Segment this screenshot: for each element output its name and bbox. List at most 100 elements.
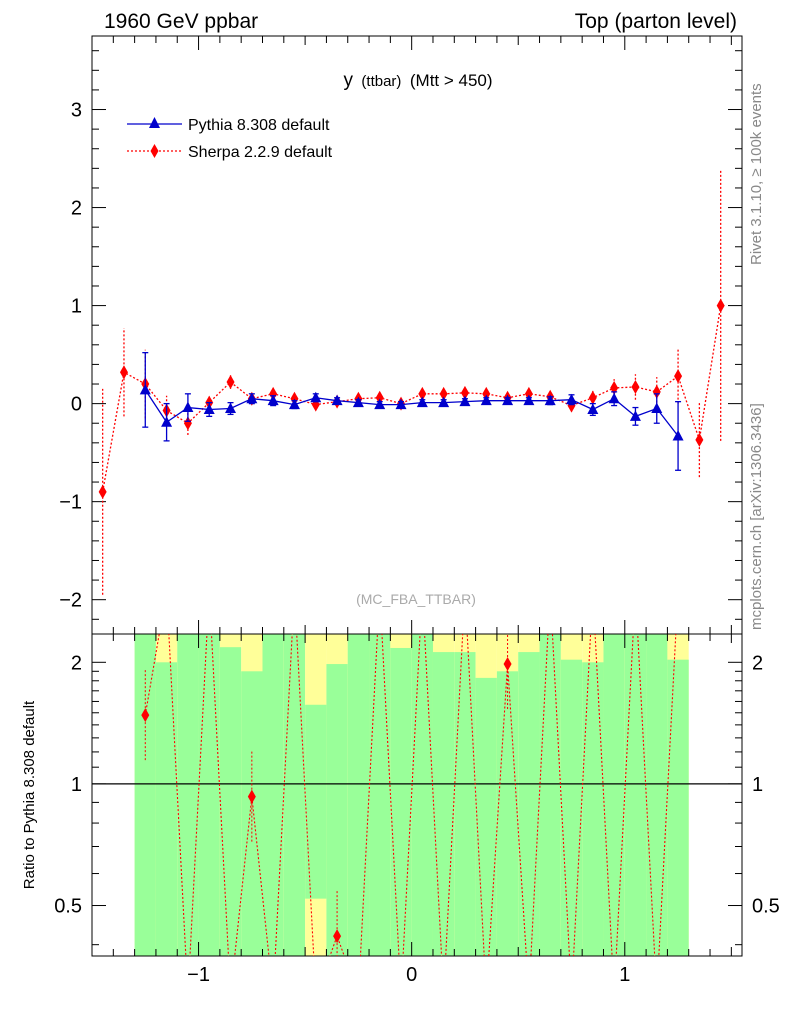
point-pythia — [416, 396, 428, 408]
legend-entry-pythia: Pythia 8.308 default — [127, 117, 330, 134]
main-ytick-label: −2 — [59, 590, 82, 612]
ratio-point-sherpa — [503, 657, 512, 672]
main-ytick-label: 0 — [71, 394, 82, 416]
legend-marker-diamond — [150, 144, 159, 158]
ratio-point-sherpa — [141, 708, 150, 723]
ratio-ylabel: Ratio to Pythia 8.308 default — [21, 700, 38, 889]
point-pythia — [480, 394, 492, 406]
point-pythia — [502, 394, 514, 406]
ratio-band-green — [198, 634, 220, 956]
ratio-point-sherpa — [247, 789, 256, 804]
xtick-label: −1 — [187, 964, 210, 986]
point-sherpa — [119, 365, 128, 380]
point-sherpa — [695, 432, 704, 447]
point-sherpa — [439, 386, 448, 401]
main-ytick-label: 2 — [71, 198, 82, 220]
point-pythia — [288, 398, 300, 410]
ratio-band-green — [390, 647, 412, 956]
point-pythia — [651, 402, 663, 414]
main-axes: −2 −1 0 1 2 3 — [59, 50, 742, 620]
point-sherpa — [674, 369, 683, 384]
main-ytick-label: −1 — [59, 492, 82, 514]
ratio-band-green — [219, 647, 242, 956]
rivet-label: Rivet 3.1.10, ≥ 100k events — [748, 83, 765, 265]
ratio-frame-rect — [91, 633, 743, 957]
ratio-band-green — [411, 634, 433, 956]
series-layer — [98, 170, 725, 595]
point-pythia — [608, 392, 620, 404]
ratio-ytick-label: 0.5 — [54, 896, 82, 918]
ratio-ytick-label: 1 — [71, 774, 82, 796]
main-ytick-label: 3 — [71, 100, 82, 122]
point-sherpa — [631, 379, 640, 394]
ratio-band-green — [454, 652, 476, 956]
point-pythia — [352, 396, 364, 408]
point-pythia — [523, 394, 535, 406]
point-sherpa — [269, 386, 278, 401]
x-axis: −1 0 1 — [91, 36, 732, 986]
ratio-ytick-label-right: 1 — [752, 774, 763, 796]
point-pythia — [395, 398, 407, 410]
point-pythia — [203, 403, 215, 415]
series-pythia — [139, 351, 684, 471]
point-pythia — [182, 401, 194, 413]
point-pythia — [629, 410, 641, 421]
ratio-band-green — [241, 671, 263, 956]
ratio-ytick-label-right: 2 — [752, 652, 763, 674]
point-pythia — [246, 392, 258, 404]
ratio-axes: 0.5 0.5 1 1 2 2 — [54, 652, 780, 946]
ratio-band-green — [624, 634, 647, 956]
ratio-band-green — [177, 634, 199, 956]
ratio-band-green — [305, 704, 327, 899]
ratio-band-green — [539, 634, 561, 956]
point-sherpa — [588, 390, 597, 405]
ratio-band-green — [603, 634, 625, 956]
point-sherpa — [652, 384, 661, 399]
ratio-band-green — [347, 634, 370, 956]
point-pythia — [331, 394, 343, 406]
ratio-band-green — [667, 659, 689, 956]
ratio-series-line — [144, 634, 677, 956]
title-small: (ttbar) — [361, 73, 401, 90]
ratio-band-green — [283, 634, 306, 956]
ratio-band-green — [326, 664, 348, 956]
point-sherpa — [460, 385, 469, 400]
ratio-band-green — [646, 634, 668, 956]
ratio-band-green — [475, 677, 497, 956]
ratio-plot-frame — [91, 633, 743, 957]
ratio-band-green — [369, 634, 391, 956]
series-line — [102, 305, 722, 492]
xtick-label: 0 — [406, 964, 417, 986]
main-ytick-label: 1 — [71, 296, 82, 318]
legend-marker-triangle — [149, 117, 160, 128]
point-sherpa — [716, 298, 725, 313]
ratio-band-green — [560, 659, 583, 956]
ratio-band-green — [582, 662, 604, 956]
ratio-point-sherpa — [333, 929, 342, 944]
point-sherpa — [226, 375, 235, 390]
legend-entry-sherpa: Sherpa 2.2.9 default — [127, 144, 333, 161]
ratio-series-layer — [141, 634, 677, 956]
ratio-band-green — [518, 652, 540, 956]
point-pythia — [587, 403, 599, 415]
point-pythia — [672, 429, 684, 441]
title-tail: (Mtt > 450) — [410, 71, 493, 90]
point-pythia — [267, 394, 279, 406]
point-sherpa — [418, 386, 427, 401]
header-right: Top (parton level) — [575, 10, 737, 33]
point-pythia — [374, 398, 386, 410]
ratio-band-green — [134, 634, 156, 956]
mcplots-label: mcplots.cern.ch [arXiv:1306.3436] — [748, 403, 765, 630]
ratio-band-green — [496, 671, 519, 956]
plot-title: y (ttbar) (Mtt > 450) — [343, 70, 492, 91]
point-pythia — [459, 395, 471, 407]
point-pythia — [566, 393, 578, 405]
point-pythia — [544, 394, 556, 406]
legend-label-sherpa: Sherpa 2.2.9 default — [188, 144, 333, 161]
series-line — [144, 389, 679, 437]
point-pythia — [438, 396, 450, 408]
ratio-ytick-label-right: 0.5 — [752, 896, 780, 918]
title-main: y — [343, 70, 353, 91]
point-pythia — [310, 391, 322, 403]
